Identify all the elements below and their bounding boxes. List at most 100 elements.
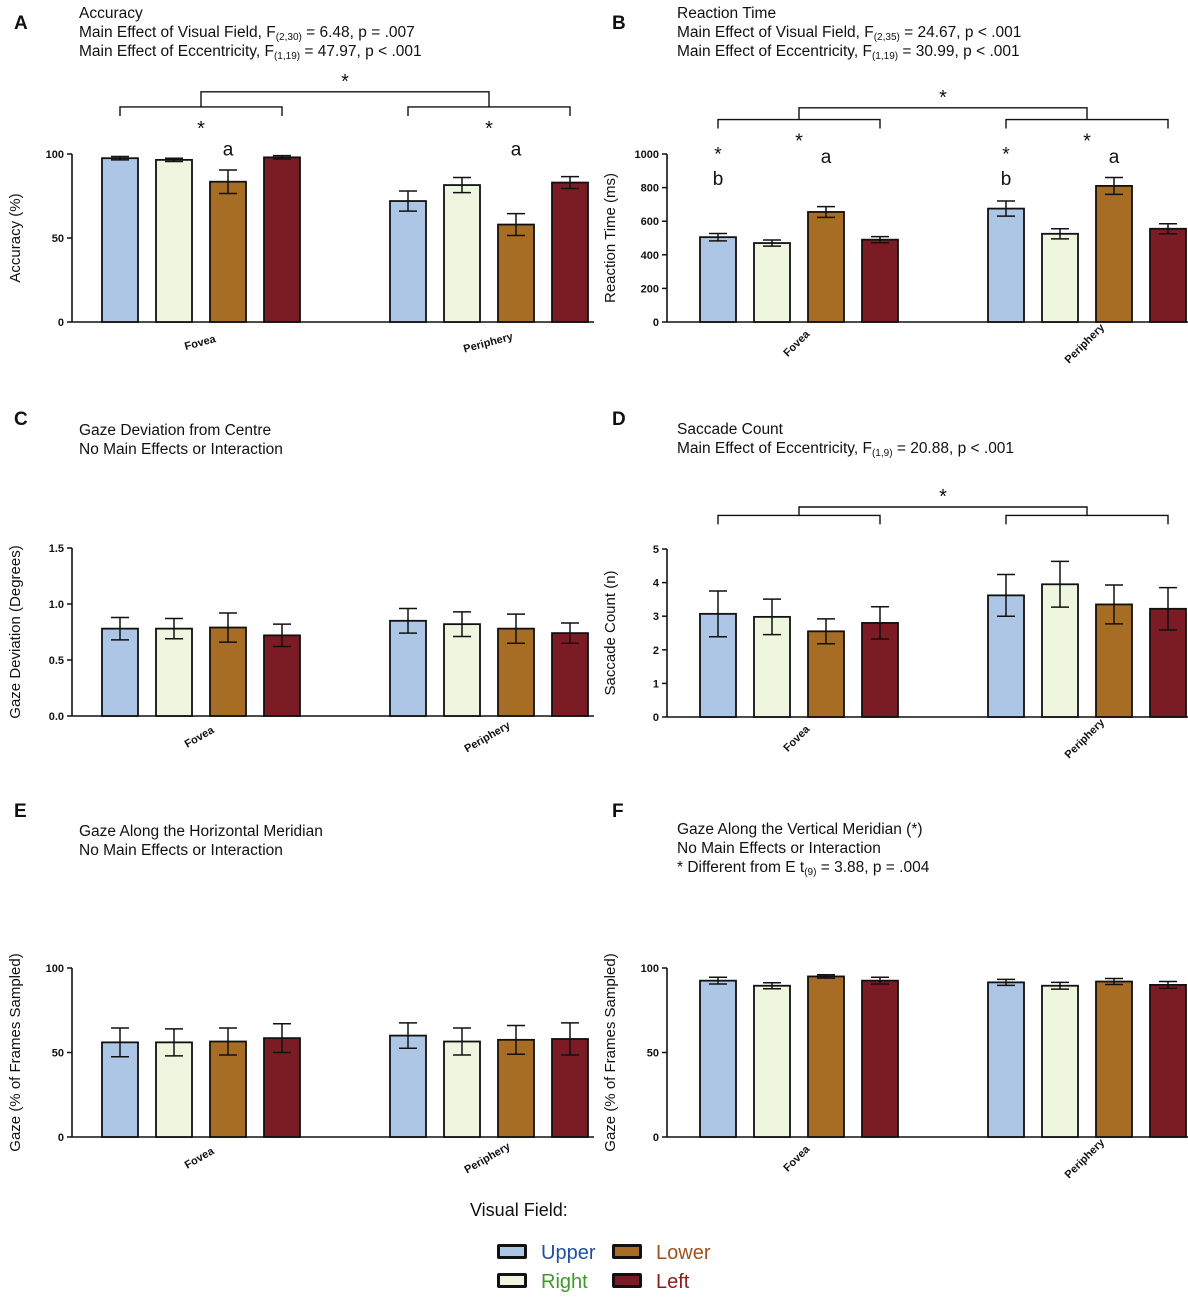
y-tick-label: 4 <box>653 578 660 590</box>
bar <box>263 156 301 323</box>
bracket-star: * <box>939 486 947 508</box>
panel-d-header: Saccade Count Main Effect of Eccentricit… <box>677 420 1015 459</box>
chart-reaction-time: 0 200 400 600 800 1000 Reaction Time (ms) Fovea… <box>602 87 1188 366</box>
y-axis-label: Saccade Count (n) <box>602 570 619 695</box>
legend-label: Right <box>541 1271 588 1293</box>
bar <box>497 1038 535 1138</box>
y-tick-label: 0.5 <box>49 655 64 667</box>
legend-swatch <box>497 1244 527 1259</box>
panel-letter-b: B <box>612 13 626 34</box>
bar <box>155 158 193 323</box>
bar <box>497 223 535 323</box>
y-axis-label: Gaze (% of Frames Sampled) <box>7 953 24 1151</box>
bar <box>861 979 899 1138</box>
stat-line: Main Effect of Eccentricity, F(1,19) = 3… <box>677 43 1020 62</box>
legend-swatch <box>612 1273 642 1288</box>
bar <box>551 632 589 717</box>
stat-line: Main Effect of Visual Field, F(2,35) = 2… <box>677 24 1022 43</box>
bar <box>987 981 1025 1138</box>
across-bracket <box>798 107 1088 120</box>
group-bracket <box>1005 514 1169 525</box>
bar <box>389 200 427 323</box>
y-tick-label: 50 <box>647 1048 659 1060</box>
y-tick-label: 400 <box>641 250 659 262</box>
chart-saccade-count: 0 1 2 3 4 5 Saccade Count (n) Fovea Periphery * <box>602 486 1188 761</box>
bar <box>1095 185 1133 323</box>
category-label: Periphery <box>462 331 515 356</box>
y-axis-label: Accuracy (%) <box>7 193 24 282</box>
panel-f-header: Gaze Along the Vertical Meridian (*) No … <box>677 820 929 878</box>
y-tick-label: 0 <box>653 317 659 329</box>
bar <box>699 979 737 1138</box>
significance-annotation: b <box>1001 169 1012 190</box>
bar <box>987 207 1025 323</box>
chart-gaze-deviation: 0.0 0.5 1.0 1.5 Gaze Deviation (Degrees) Fove… <box>7 543 594 755</box>
category-label: Periphery <box>1063 321 1108 366</box>
category-label: Fovea <box>183 1145 217 1172</box>
significance-annotation: a <box>1109 147 1120 168</box>
y-tick-label: 50 <box>52 233 64 245</box>
panel-letter-e: E <box>14 801 27 822</box>
bar <box>443 1040 481 1138</box>
bar <box>753 242 791 323</box>
panel-letter-a: A <box>14 13 28 34</box>
bar <box>101 157 139 323</box>
bar <box>263 1037 301 1138</box>
bar <box>753 984 791 1138</box>
legend-label: Left <box>656 1271 690 1293</box>
chart-gaze-horizontal: 0 50 100 Gaze (% of Frames Sampled) Fovea Per… <box>7 953 594 1176</box>
legend-label: Upper <box>541 1242 596 1264</box>
significance-annotation: a <box>511 140 522 161</box>
category-label: Fovea <box>183 333 218 353</box>
stat-line: No Main Effects or Interaction <box>79 842 283 859</box>
category-label: Periphery <box>463 1140 514 1176</box>
bracket-star: * <box>1083 131 1091 153</box>
panel-title: Gaze Along the Vertical Meridian (*) <box>677 821 923 838</box>
group-bracket <box>119 106 283 116</box>
y-tick-label: 0 <box>653 712 659 724</box>
significance-annotation: b <box>713 169 724 190</box>
panel-letter-d: D <box>612 409 626 430</box>
y-tick-label: 1.5 <box>49 543 64 555</box>
panel-letter-f: F <box>612 801 624 822</box>
bar <box>155 1041 193 1138</box>
bar <box>807 975 845 1138</box>
bracket-star: * <box>939 87 947 109</box>
panel-letter-c: C <box>14 409 28 430</box>
bar <box>861 238 899 323</box>
panel-b-header: Reaction Time Main Effect of Visual Fiel… <box>677 4 1022 62</box>
y-tick-label: 600 <box>641 216 659 228</box>
y-tick-label: 100 <box>46 963 64 975</box>
y-tick-label: 50 <box>52 1048 64 1060</box>
stat-line: Main Effect of Eccentricity, F(1,9) = 20… <box>677 440 1015 459</box>
category-label: Fovea <box>183 724 217 751</box>
category-label: Periphery <box>1063 716 1108 761</box>
bracket-star: * <box>485 118 493 140</box>
group-bracket <box>407 106 571 116</box>
bracket-star: * <box>795 131 803 153</box>
panel-title: Accuracy <box>79 5 143 22</box>
panel-a-header: Accuracy Main Effect of Visual Field, F(… <box>79 4 422 62</box>
bar <box>807 630 845 718</box>
y-axis-label: Gaze (% of Frames Sampled) <box>602 953 619 1151</box>
y-tick-label: 1000 <box>635 149 659 161</box>
bar <box>1149 984 1187 1138</box>
stat-line: Main Effect of Eccentricity, F(1,19) = 4… <box>79 43 422 62</box>
y-tick-label: 200 <box>641 283 659 295</box>
chart-gaze-vertical: 0 50 100 Gaze (% of Frames Sampled) Fovea Per… <box>602 953 1188 1181</box>
bar <box>1149 227 1187 323</box>
significance-annotation: a <box>821 147 832 168</box>
significance-annotation: * <box>714 145 722 166</box>
y-tick-label: 0 <box>58 1132 64 1144</box>
bar <box>699 236 737 323</box>
stat-line: No Main Effects or Interaction <box>79 441 283 458</box>
category-label: Periphery <box>1063 1136 1108 1181</box>
y-axis-label: Reaction Time (ms) <box>602 173 619 303</box>
y-tick-label: 1.0 <box>49 599 64 611</box>
bar <box>1041 232 1079 323</box>
bar <box>551 181 589 323</box>
panel-e-header: Gaze Along the Horizontal Meridian No Ma… <box>79 822 323 860</box>
legend-label: Lower <box>656 1242 711 1264</box>
legend-title: Visual Field: <box>470 1200 568 1220</box>
